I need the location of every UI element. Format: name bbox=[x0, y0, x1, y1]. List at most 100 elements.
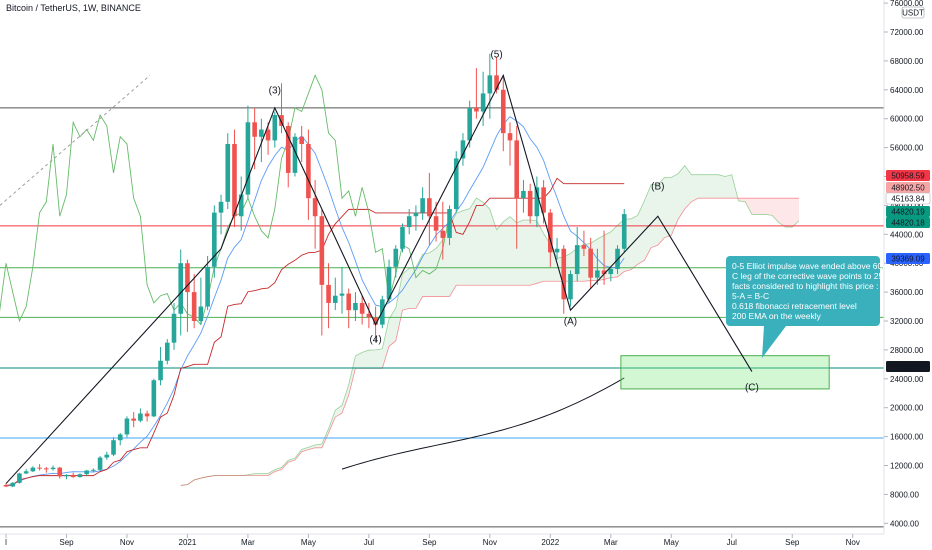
cloud-segment bbox=[335, 405, 342, 418]
target-zone bbox=[620, 355, 830, 390]
candle-body bbox=[37, 467, 42, 469]
elliott-wave-lines bbox=[5, 73, 753, 484]
candle-body bbox=[124, 418, 130, 435]
candle-body bbox=[420, 198, 425, 213]
candle-body bbox=[70, 474, 76, 478]
cloud-segment bbox=[510, 216, 517, 286]
x-tick-label: Sep bbox=[59, 538, 74, 547]
cloud-segment bbox=[704, 174, 712, 199]
cloud-segment bbox=[718, 174, 726, 199]
cloud-segment bbox=[362, 350, 369, 369]
candle-body bbox=[50, 467, 56, 470]
note-pointer-tail bbox=[762, 326, 786, 358]
cloud-segment bbox=[462, 208, 470, 286]
y-tick-label: 68000.00 bbox=[890, 57, 924, 66]
cloud-segment bbox=[751, 198, 759, 215]
candle-body bbox=[433, 216, 439, 231]
candle-body bbox=[272, 115, 278, 141]
candle-body bbox=[252, 122, 257, 137]
note-line: 200 EMA on the weekly bbox=[732, 311, 821, 321]
x-tick-label: May bbox=[664, 538, 679, 547]
candle-body bbox=[494, 75, 499, 90]
candle-body bbox=[514, 140, 520, 199]
wave-label: (A) bbox=[564, 317, 577, 328]
price-label-box bbox=[886, 361, 930, 372]
note-line: C leg of the corrective wave points to 2… bbox=[732, 271, 900, 281]
candle-body bbox=[279, 115, 284, 126]
cloud-segment bbox=[630, 215, 638, 270]
candle-body bbox=[312, 198, 318, 217]
candle-body bbox=[608, 268, 614, 275]
candle-body bbox=[265, 129, 271, 141]
candle-body bbox=[205, 266, 210, 307]
currency-badge-box bbox=[901, 6, 925, 19]
x-tick-label: 2022 bbox=[541, 538, 559, 547]
price-label-box bbox=[885, 192, 931, 205]
price-label-text: 39369.09 bbox=[891, 255, 925, 264]
cloud-span-b bbox=[180, 197, 799, 486]
cloud-segment bbox=[725, 174, 732, 199]
x-tick-label: Jul bbox=[727, 538, 737, 547]
cloud-segment bbox=[476, 197, 484, 286]
price-label-text: 48902.50 bbox=[891, 184, 925, 193]
y-tick-label: 64000.00 bbox=[890, 86, 924, 95]
cloud-segment bbox=[772, 198, 779, 223]
price-label-text: 44820.18 bbox=[891, 219, 925, 228]
cloud-segment bbox=[698, 174, 705, 199]
candle-body bbox=[292, 136, 298, 173]
candle-body bbox=[144, 413, 150, 417]
price-label-text: 50958.59 bbox=[891, 172, 925, 181]
y-tick-label: 72000.00 bbox=[890, 28, 924, 37]
y-tick-label: 20000.00 bbox=[890, 404, 924, 413]
candle-body bbox=[138, 413, 143, 421]
candle-body bbox=[238, 194, 244, 217]
symbol-title: Bitcoin / TetherUS, 1W, BINANCE bbox=[6, 3, 141, 13]
candle-body bbox=[232, 143, 237, 217]
wave-label: (4) bbox=[369, 335, 381, 346]
price-labels: 50958.59 48902.50 45163.84 44820.19 44820.18… bbox=[885, 170, 931, 372]
y-tick-label: 44000.00 bbox=[890, 230, 924, 239]
candle-body bbox=[259, 129, 264, 137]
cloud-segment bbox=[745, 198, 752, 215]
cloud-segment bbox=[644, 184, 652, 261]
cloud-segment bbox=[530, 220, 537, 286]
x-tick-label: Nov bbox=[120, 538, 134, 547]
cloud-segment bbox=[261, 473, 269, 476]
cloud-segment bbox=[503, 216, 510, 286]
candle-body bbox=[487, 75, 493, 94]
cloud-segment bbox=[348, 355, 356, 396]
y-tick-label: 60000.00 bbox=[890, 115, 924, 124]
cloud-segment bbox=[765, 198, 773, 216]
candle-body bbox=[158, 360, 163, 381]
analysis-note: 0-5 Elliot impulse wave ended above 60k.… bbox=[726, 256, 900, 326]
candle-body bbox=[353, 302, 358, 311]
y-tick-label: 12000.00 bbox=[890, 462, 924, 471]
candle-body bbox=[366, 313, 372, 318]
cloud-segment bbox=[254, 473, 262, 476]
x-tick-label: May bbox=[301, 538, 316, 547]
price-label-box bbox=[886, 170, 930, 181]
wave-label: (B) bbox=[651, 182, 664, 193]
x-tick-label: Nov bbox=[483, 538, 497, 547]
candle-body bbox=[212, 212, 217, 267]
price-label-box bbox=[886, 217, 930, 228]
candle-body bbox=[480, 93, 486, 112]
candle-body bbox=[164, 342, 170, 361]
price-label-text: 45163.84 bbox=[891, 195, 925, 204]
candle-body bbox=[460, 140, 466, 159]
y-tick-label: 36000.00 bbox=[890, 288, 924, 297]
cloud-segment bbox=[375, 348, 383, 369]
y-tick-label: 24000.00 bbox=[890, 375, 924, 384]
cloud-segment bbox=[637, 200, 645, 265]
cloud-segment bbox=[402, 268, 410, 311]
candle-body bbox=[332, 295, 338, 303]
note-line: 0-5 Elliot impulse wave ended above 60k. bbox=[732, 261, 889, 271]
candle-body bbox=[319, 216, 325, 285]
candle-body bbox=[104, 454, 110, 458]
cloud-segment bbox=[657, 177, 665, 246]
y-tick-label: 8000.00 bbox=[890, 490, 919, 499]
candle-body bbox=[225, 143, 231, 202]
candle-body bbox=[595, 270, 600, 278]
candle-body bbox=[185, 263, 190, 293]
candle-body bbox=[191, 292, 197, 321]
